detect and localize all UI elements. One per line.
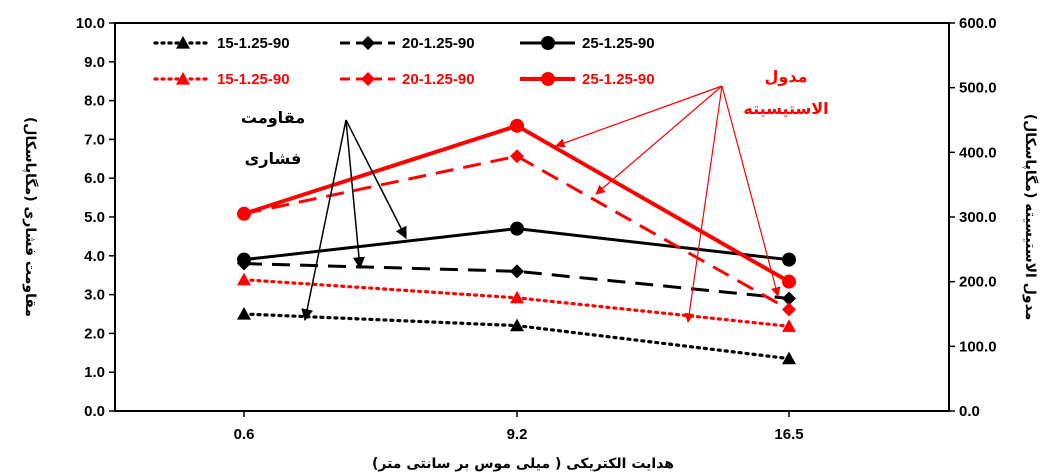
legend-swatch-marker (361, 72, 375, 86)
legend-label: 15-1.25-90 (217, 35, 290, 52)
data-point (510, 149, 524, 164)
right-y-tick-label: 600.0 (959, 15, 997, 32)
x-axis-title: هدایت الکتریکی ( میلی موس بر سانتی متر) (372, 456, 674, 472)
left-y-tick-label: 2.0 (84, 325, 105, 342)
series-line (243, 154, 790, 311)
data-point (510, 290, 524, 304)
data-point (237, 307, 251, 320)
series-strength-15-1.25-90 (237, 307, 796, 365)
modulus-arrow (721, 85, 781, 297)
legend-label: 25-1.25-90 (582, 71, 655, 88)
annotation-modulus-arrows (555, 85, 781, 323)
right-y-tick-label: 400.0 (959, 144, 997, 161)
left-y-axis-ticks: 0.0 1.0 2.0 3.0 4.0 5.0 6.0 7.0 8.0 9.0 10.0 (76, 15, 115, 420)
right-y-tick-label: 300.0 (959, 209, 997, 226)
right-y-axis-ticks: 0.0 100.0 200.0 300.0 400.0 500.0 600.0 (949, 15, 997, 420)
annotation-strength-line1: مقاومت (241, 108, 305, 127)
right-y-tick-label: 200.0 (959, 274, 997, 291)
series-modulus-25-1.25-90 (237, 118, 796, 289)
legend-label: 15-1.25-90 (217, 71, 290, 88)
data-point (510, 118, 524, 133)
annotation-strength-line2: فشاری (245, 149, 302, 168)
series-modulus-15-1.25-90 (237, 272, 796, 332)
legend-entry: 20-1.25-90 (340, 35, 475, 52)
left-y-tick-label: 3.0 (84, 287, 105, 304)
x-tick-label: 16.5 (774, 426, 803, 443)
data-point (237, 252, 251, 267)
plot-area (114, 22, 950, 412)
x-axis-ticks: 0.6 9.2 16.5 (234, 411, 804, 443)
left-y-tick-label: 7.0 (84, 131, 105, 148)
strength-arrow (301, 119, 347, 322)
data-point (510, 221, 524, 236)
modulus-arrow (595, 85, 723, 195)
data-point (510, 318, 524, 332)
legend-swatch-marker (541, 72, 555, 86)
legend-entry: 15-1.25-90 (153, 35, 290, 52)
annotation-strength-arrows (301, 119, 407, 322)
legend-entry: 15-1.25-90 (153, 71, 290, 88)
right-y-tick-label: 500.0 (959, 80, 997, 97)
legend-entry: 25-1.25-90 (520, 35, 655, 52)
left-y-tick-label: 5.0 (84, 209, 105, 226)
legend: 15-1.25-90 20-1.25-90 25-1.25-90 15-1.25-90… (153, 35, 655, 88)
x-tick-label: 0.6 (234, 426, 255, 443)
legend-swatch-marker (361, 36, 375, 50)
left-y-tick-label: 1.0 (84, 364, 105, 381)
legend-label: 20-1.25-90 (402, 71, 475, 88)
legend-label: 25-1.25-90 (582, 35, 655, 52)
data-point (782, 291, 796, 306)
legend-label: 20-1.25-90 (402, 35, 475, 52)
series-line (243, 262, 790, 300)
modulus-arrow (555, 85, 723, 148)
left-y-tick-label: 0.0 (84, 403, 105, 420)
strength-arrow (345, 119, 365, 270)
left-y-tick-label: 6.0 (84, 170, 105, 187)
legend-swatch-marker (176, 72, 190, 85)
series-layer (237, 118, 796, 365)
data-point (782, 319, 796, 332)
right-y-tick-label: 0.0 (959, 403, 980, 420)
right-y-tick-label: 100.0 (959, 338, 997, 355)
data-point (782, 302, 796, 317)
left-y-axis-title: مقاومت فشاری (مگاپاسکال) (22, 117, 39, 317)
legend-entry: 25-1.25-90 (520, 71, 655, 88)
legend-entry: 20-1.25-90 (340, 71, 475, 88)
legend-swatch-marker (176, 36, 190, 49)
data-point (237, 206, 251, 221)
left-y-tick-label: 8.0 (84, 93, 105, 110)
annotation-modulus-line2: الاستیسیته (743, 99, 828, 118)
legend-swatch-marker (541, 36, 555, 50)
strength-arrow (345, 119, 407, 240)
annotation-modulus-line1: مدول (765, 67, 808, 86)
data-point (510, 264, 524, 279)
left-y-tick-label: 10.0 (76, 15, 105, 32)
right-y-axis-title: مدول الاستیسیته (مگاپاسکال) (1022, 114, 1039, 321)
left-y-tick-label: 4.0 (84, 248, 105, 265)
data-point (782, 252, 796, 267)
data-point (237, 272, 251, 286)
modulus-arrow (684, 85, 723, 323)
x-tick-label: 9.2 (507, 426, 528, 443)
data-point (782, 351, 796, 365)
data-point (782, 274, 796, 289)
left-y-tick-label: 9.0 (84, 54, 105, 71)
